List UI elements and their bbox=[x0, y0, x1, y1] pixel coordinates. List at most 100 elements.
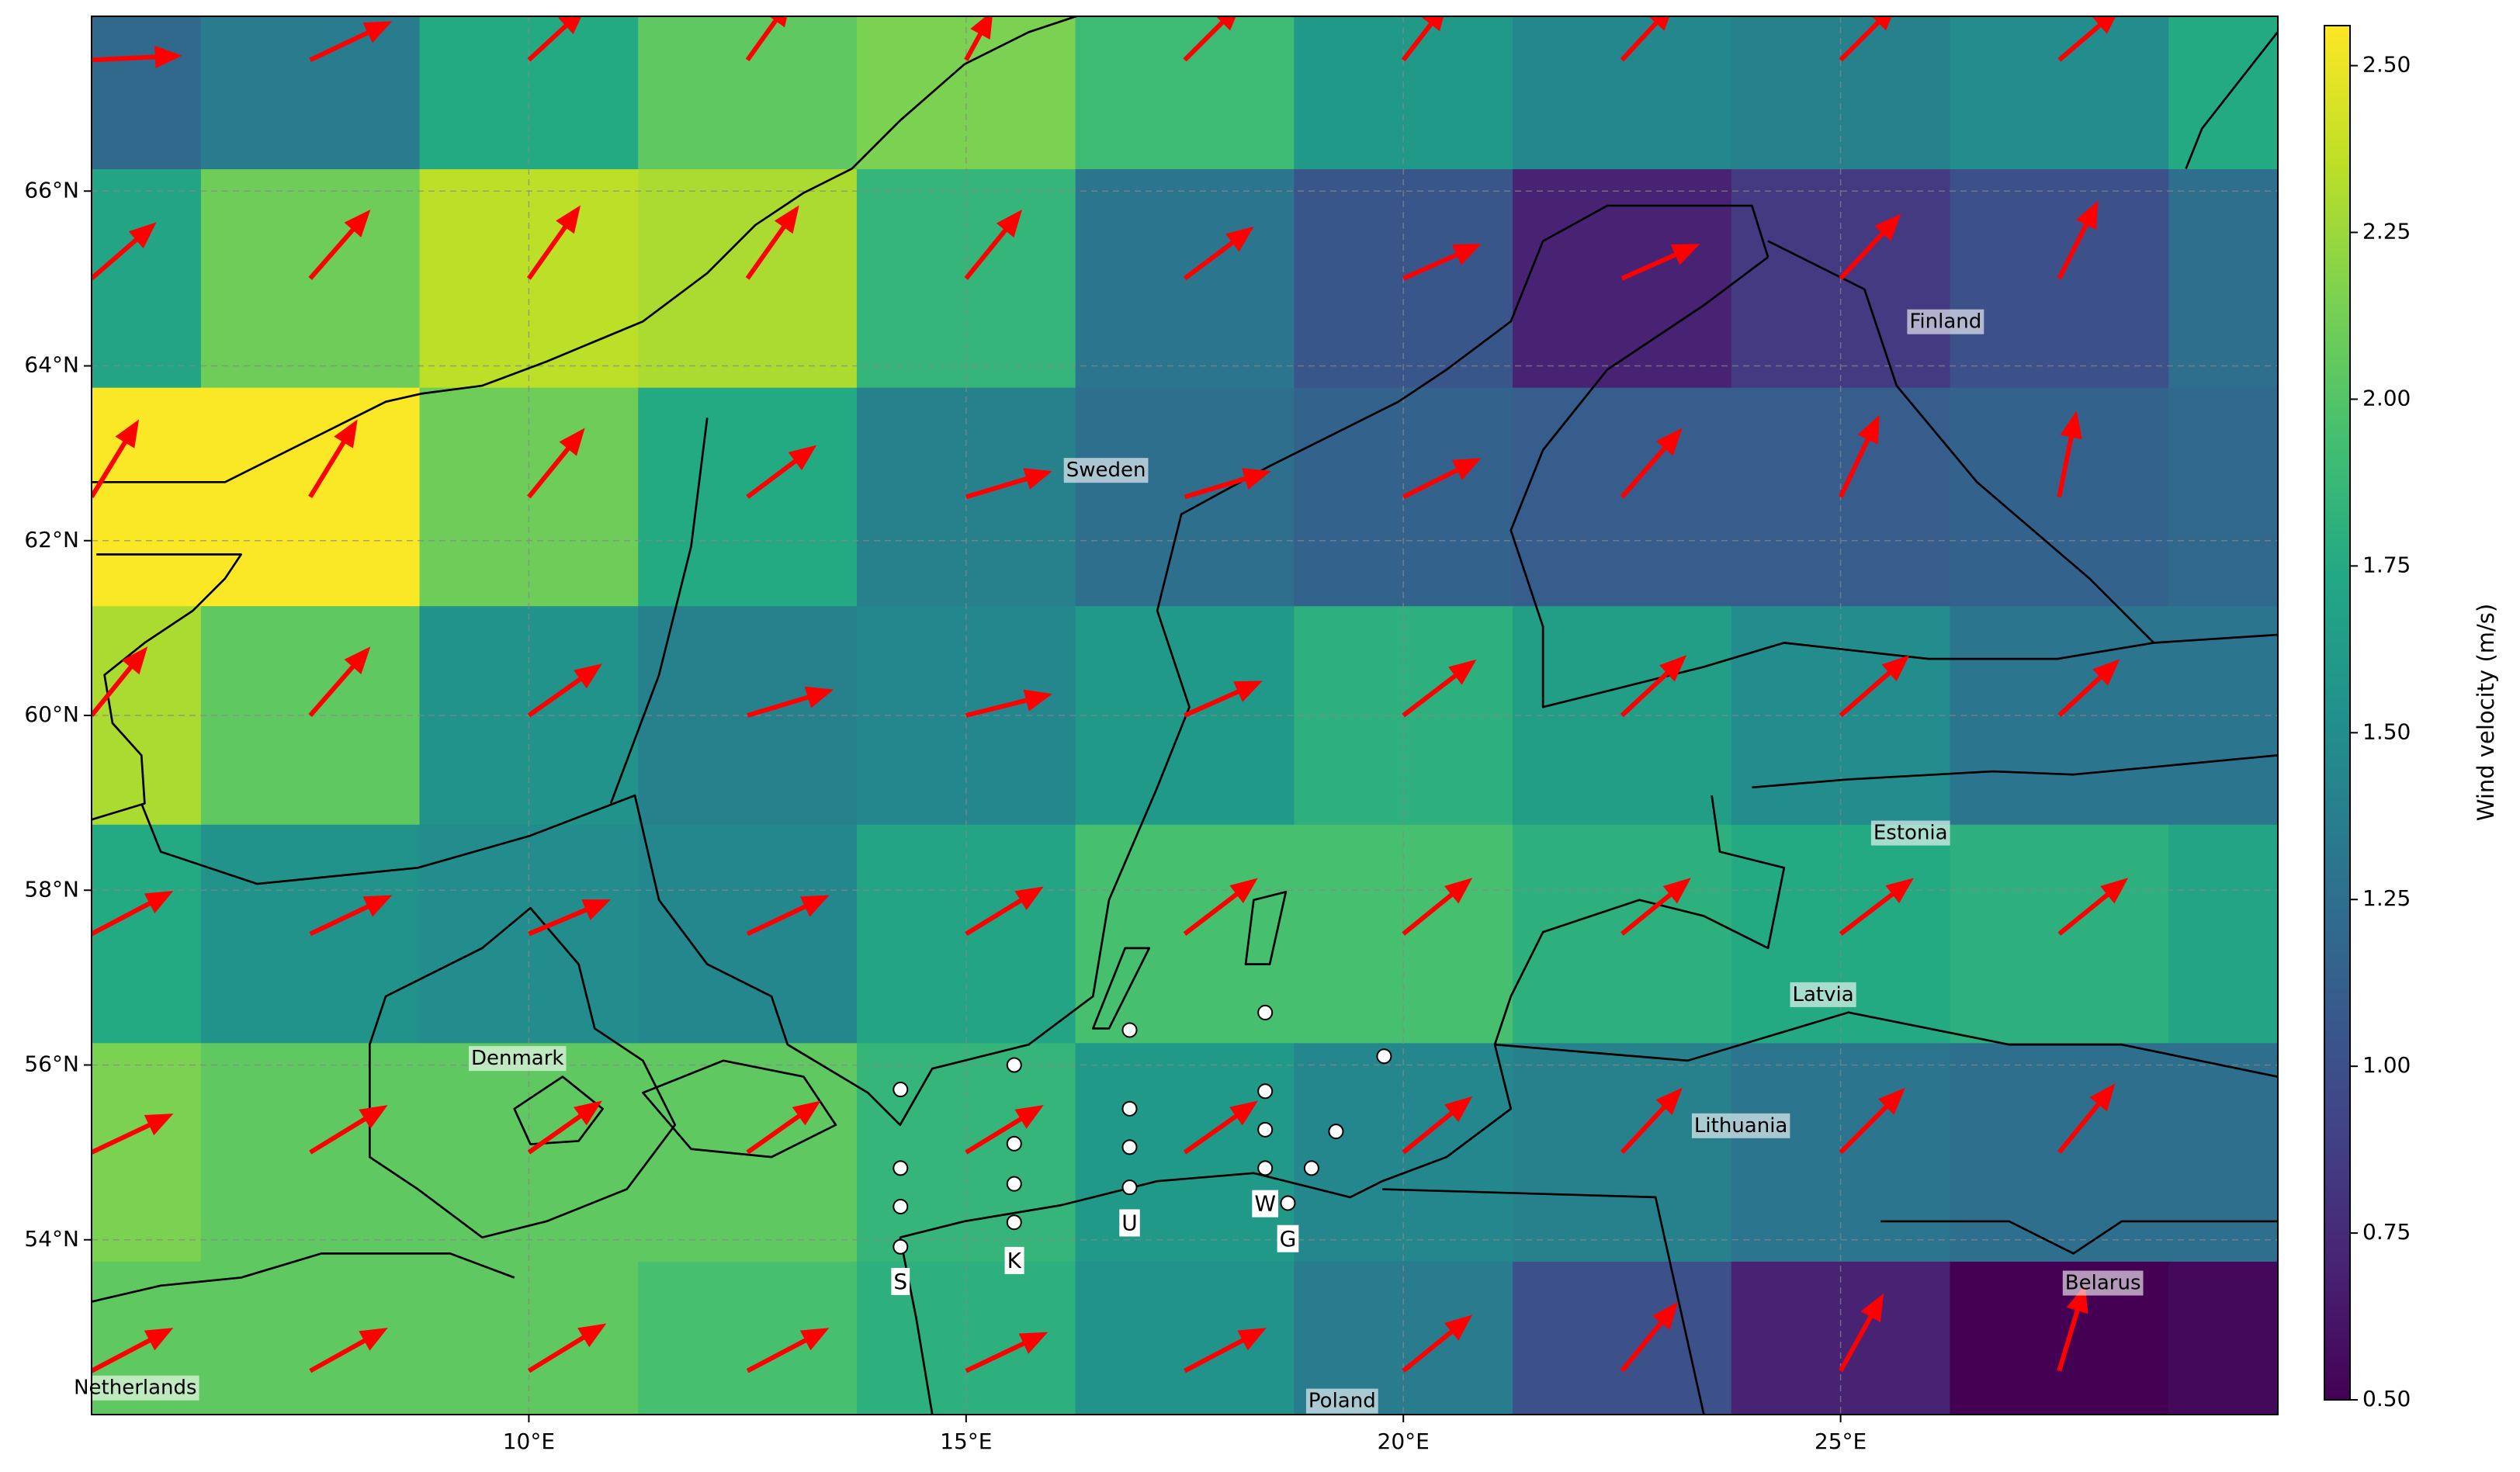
station-marker bbox=[1121, 1022, 1138, 1038]
wind-arrow bbox=[747, 686, 834, 718]
station-label-box bbox=[1252, 1190, 1279, 1217]
wind-arrow bbox=[1183, 878, 1258, 936]
station-label: K bbox=[1007, 1248, 1022, 1273]
place-label: Estonia bbox=[1874, 822, 1948, 845]
station-label-box bbox=[1119, 1209, 1140, 1237]
place-label-box bbox=[468, 1046, 567, 1072]
station-marker bbox=[1257, 1004, 1274, 1020]
heatmap-cell bbox=[2168, 16, 2278, 170]
station-marker bbox=[1121, 1179, 1138, 1196]
station-marker bbox=[1006, 1176, 1022, 1192]
wind-arrow bbox=[309, 21, 393, 63]
wind-arrow bbox=[746, 1328, 830, 1373]
heatmap-cell bbox=[2168, 824, 2278, 1044]
wind-arrow bbox=[1402, 1314, 1473, 1373]
wind-arrow bbox=[2057, 878, 2129, 936]
place-label-box bbox=[1305, 1388, 1378, 1414]
colorbar-tick-label: 1.50 bbox=[2362, 719, 2411, 744]
wind-arrow bbox=[746, 445, 817, 499]
wind-arrow bbox=[964, 209, 1023, 280]
wind-arrow bbox=[1402, 1096, 1473, 1155]
place-label: Belarus bbox=[2065, 1272, 2141, 1295]
station-marker bbox=[1257, 1121, 1274, 1138]
station-label: W bbox=[1254, 1191, 1276, 1217]
wind-arrow bbox=[1183, 1100, 1258, 1155]
heatmap-cell bbox=[1513, 387, 1732, 607]
wind-arrow bbox=[1620, 244, 1700, 281]
wind-arrow bbox=[527, 663, 602, 718]
wind-arrow bbox=[1184, 1328, 1267, 1373]
station-marker bbox=[1121, 1100, 1138, 1117]
coastlines bbox=[92, 16, 2278, 1415]
wind-arrow bbox=[965, 468, 1052, 500]
station-marker bbox=[1303, 1160, 1319, 1176]
place-label: Finland bbox=[1909, 310, 1981, 334]
wind-arrow bbox=[746, 1100, 821, 1155]
heatmap-cell bbox=[200, 387, 421, 607]
heatmap-cell bbox=[1950, 169, 2169, 389]
heatmap-cell bbox=[92, 387, 202, 607]
wind-arrow bbox=[965, 1105, 1044, 1155]
colorbar-tick-label: 0.75 bbox=[2362, 1219, 2411, 1245]
wind-arrow bbox=[92, 646, 148, 717]
station-label-box bbox=[1004, 1246, 1024, 1274]
heatmap-cell bbox=[1075, 16, 1295, 170]
x-tick-label: 25°E bbox=[1815, 1429, 1867, 1454]
wind-arrow bbox=[2057, 1284, 2088, 1372]
plot-frame bbox=[91, 16, 2279, 1415]
heatmap-cell bbox=[1950, 16, 2169, 170]
wind-arrow bbox=[308, 646, 371, 717]
place-label-box bbox=[1790, 982, 1856, 1007]
wind-arrow bbox=[1620, 16, 1670, 62]
wind-arrow bbox=[1402, 458, 1482, 500]
y-tick-label: 62°N bbox=[24, 527, 79, 552]
place-label: Sweden bbox=[1066, 459, 1146, 482]
heatmap-cell bbox=[92, 169, 202, 389]
heatmap-cell bbox=[638, 1261, 858, 1415]
wind-arrow bbox=[92, 222, 157, 281]
colorbar-tick-label: 0.50 bbox=[2362, 1386, 2411, 1411]
wind-arrow bbox=[746, 895, 830, 937]
wind-arrow bbox=[526, 205, 581, 280]
heatmap-cell bbox=[2168, 169, 2278, 389]
station-marker bbox=[1006, 1057, 1022, 1073]
y-tick-label: 66°N bbox=[24, 177, 79, 203]
heatmap-cell bbox=[2168, 1261, 2278, 1415]
station-label: U bbox=[1121, 1210, 1138, 1235]
station-marker bbox=[1006, 1135, 1022, 1152]
wind-arrow bbox=[964, 16, 993, 61]
station-marker bbox=[1328, 1124, 1344, 1140]
wind-arrow bbox=[309, 895, 393, 937]
wind-arrow bbox=[1183, 227, 1254, 281]
colorbar bbox=[2324, 25, 2351, 1401]
station-marker bbox=[1006, 1214, 1022, 1231]
wind-arrow bbox=[92, 1114, 174, 1155]
heatmap-cell bbox=[200, 169, 421, 389]
heatmap-cell bbox=[1513, 16, 1732, 170]
heatmap-cell bbox=[1513, 1261, 1732, 1415]
heatmap-cell bbox=[2168, 1043, 2278, 1262]
wind-arrow bbox=[1402, 878, 1473, 936]
heatmap-cell bbox=[200, 16, 421, 170]
station-marker bbox=[1257, 1083, 1274, 1100]
place-label-box bbox=[71, 1375, 199, 1401]
station-marker bbox=[893, 1198, 909, 1214]
wind-arrow bbox=[1401, 16, 1444, 62]
colorbar-label: Wind velocity (m/s) bbox=[2473, 604, 2499, 821]
wind-arrow bbox=[1839, 1087, 1905, 1155]
wind-arrow bbox=[1838, 1293, 1884, 1373]
wind-arrow bbox=[308, 419, 358, 499]
wind-arrow bbox=[965, 689, 1052, 718]
wind-arrow bbox=[2057, 410, 2082, 498]
colorbar-tick-label: 1.25 bbox=[2362, 885, 2411, 911]
wind-arrow bbox=[92, 419, 140, 499]
colorbar-tick-label: 1.00 bbox=[2362, 1052, 2411, 1078]
y-tick-label: 54°N bbox=[24, 1226, 79, 1252]
station-marker bbox=[893, 1160, 909, 1176]
x-tick-label: 15°E bbox=[940, 1429, 992, 1454]
wind-arrow bbox=[309, 1328, 388, 1373]
heatmap-cell bbox=[92, 16, 202, 170]
place-label: Poland bbox=[1309, 1390, 1376, 1413]
wind-arrow bbox=[2057, 16, 2116, 62]
station-label: S bbox=[893, 1269, 907, 1294]
